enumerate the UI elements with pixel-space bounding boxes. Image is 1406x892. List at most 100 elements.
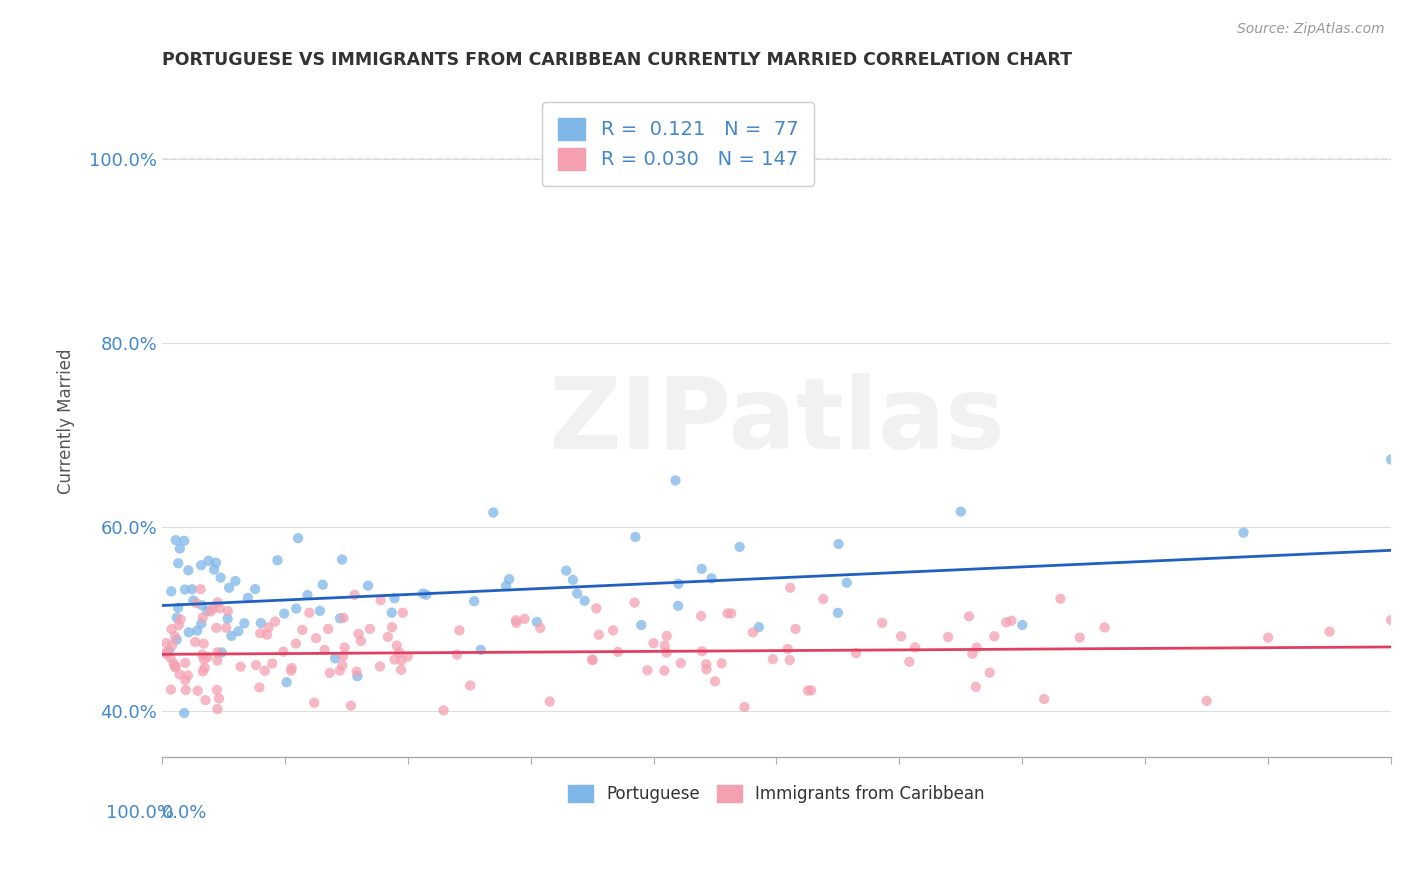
Point <box>495 579 517 593</box>
Point <box>163 629 186 643</box>
Point <box>391 653 413 667</box>
Point <box>936 630 959 644</box>
Point <box>160 584 183 599</box>
Point <box>211 645 233 659</box>
Point <box>160 682 183 697</box>
Point <box>160 622 183 636</box>
Point <box>314 643 336 657</box>
Point <box>742 625 765 640</box>
Point <box>498 572 520 586</box>
Point <box>205 556 228 570</box>
Point <box>329 611 352 625</box>
Point <box>636 663 658 677</box>
Point <box>695 662 717 676</box>
Point <box>350 634 373 648</box>
Point <box>330 552 353 566</box>
Point <box>284 636 307 650</box>
Point <box>332 658 354 673</box>
Point <box>159 650 181 665</box>
Point <box>845 646 868 660</box>
Point <box>347 627 370 641</box>
Point <box>273 645 295 659</box>
Point <box>995 615 1018 630</box>
Point <box>368 659 391 673</box>
Point <box>643 636 665 650</box>
Point <box>664 474 686 488</box>
Point <box>1195 694 1218 708</box>
Point <box>1094 620 1116 634</box>
Point <box>585 601 607 615</box>
Point <box>728 540 751 554</box>
Point <box>623 596 645 610</box>
Point <box>340 698 363 713</box>
Point <box>329 664 352 678</box>
Point <box>415 588 437 602</box>
Point <box>1257 631 1279 645</box>
Point <box>312 577 335 591</box>
Point <box>381 620 404 634</box>
Point <box>256 628 278 642</box>
Point <box>280 661 302 675</box>
Point <box>207 702 229 716</box>
Point <box>218 581 240 595</box>
Point <box>385 639 408 653</box>
Point <box>215 621 238 635</box>
Point <box>1319 624 1341 639</box>
Point <box>505 613 527 627</box>
Point <box>1011 618 1033 632</box>
Point <box>567 586 589 600</box>
Point <box>191 665 214 679</box>
Point <box>174 673 197 687</box>
Point <box>505 615 527 630</box>
Point <box>253 664 276 678</box>
Point <box>167 618 190 632</box>
Point <box>966 640 988 655</box>
Point <box>776 642 799 657</box>
Point <box>588 628 610 642</box>
Point <box>165 659 187 673</box>
Point <box>797 683 820 698</box>
Point <box>957 609 980 624</box>
Point <box>208 691 231 706</box>
Point <box>157 644 180 658</box>
Point <box>529 621 551 635</box>
Point <box>396 649 419 664</box>
Point <box>169 612 191 626</box>
Point <box>827 537 849 551</box>
Point <box>190 616 212 631</box>
Point <box>555 564 578 578</box>
Point <box>167 556 190 570</box>
Point <box>983 629 1005 643</box>
Point <box>630 618 652 632</box>
Point <box>710 657 733 671</box>
Point <box>332 649 354 664</box>
Point <box>257 620 280 634</box>
Point <box>779 653 801 667</box>
Point <box>186 596 208 610</box>
Point <box>316 622 339 636</box>
Point <box>733 700 755 714</box>
Point <box>247 681 270 695</box>
Point <box>221 629 243 643</box>
Point <box>297 588 319 602</box>
Point <box>160 639 183 653</box>
Point <box>194 693 217 707</box>
Point <box>197 554 219 568</box>
Point <box>264 615 287 629</box>
Point <box>359 622 381 636</box>
Point <box>224 574 246 588</box>
Point <box>357 579 380 593</box>
Point <box>207 654 229 668</box>
Point <box>704 674 727 689</box>
Point <box>319 665 342 680</box>
Point <box>195 604 218 618</box>
Point <box>654 664 676 678</box>
Point <box>381 606 404 620</box>
Point <box>201 601 224 615</box>
Point <box>827 606 849 620</box>
Point <box>904 640 927 655</box>
Point <box>166 632 188 647</box>
Point <box>276 675 298 690</box>
Point <box>173 533 195 548</box>
Point <box>470 643 492 657</box>
